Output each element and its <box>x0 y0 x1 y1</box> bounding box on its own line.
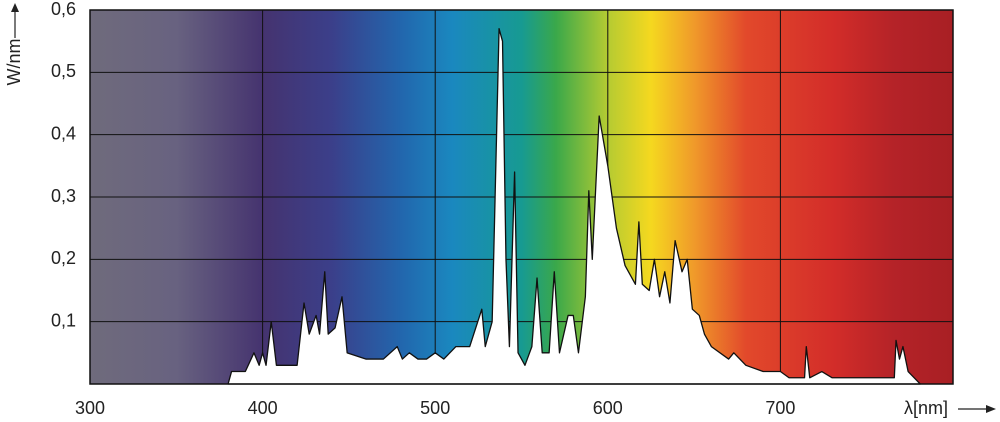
x-axis-arrow <box>958 405 996 413</box>
y-axis-arrow <box>11 3 19 38</box>
plot-frame <box>89 9 954 385</box>
spectrum-area <box>227 28 921 385</box>
y-tick-label: 0,5 <box>51 61 76 81</box>
x-tick-label: 700 <box>765 398 795 418</box>
x-axis-label: λ[nm] <box>904 398 948 418</box>
x-tick-label: 400 <box>248 398 278 418</box>
y-tick-label: 0,6 <box>51 0 76 19</box>
x-tick-label: 300 <box>75 398 105 418</box>
plot-area <box>89 9 953 385</box>
x-tick-label: 500 <box>420 398 450 418</box>
y-tick-label: 0,4 <box>51 123 76 143</box>
y-axis-label: W/nm <box>4 39 24 86</box>
y-tick-label: 0,2 <box>51 248 76 268</box>
y-tick-label: 0,3 <box>51 186 76 206</box>
y-tick-label: 0,1 <box>51 310 76 330</box>
x-tick-label: 600 <box>593 398 623 418</box>
